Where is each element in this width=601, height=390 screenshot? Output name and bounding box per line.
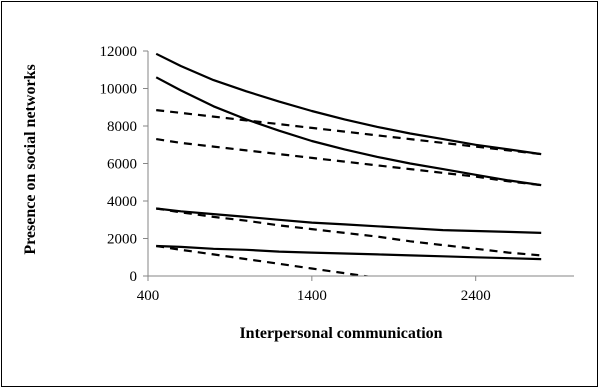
y-tick-label: 10000 [100, 82, 138, 98]
x-tick-label: 400 [137, 288, 160, 304]
y-axis-title: Presence on social networks [22, 64, 39, 254]
y-tick-label: 6000 [107, 157, 137, 173]
y-tick-labels: 0 2000 4000 6000 8000 10000 12000 [100, 44, 148, 285]
series-line-6 [156, 207, 542, 257]
x-tick-labels: 400 1400 2400 [137, 276, 491, 304]
x-tick-label: 1400 [297, 288, 327, 304]
series-line-5 [156, 207, 542, 234]
series-line-3 [156, 109, 542, 156]
y-tick-label: 0 [130, 269, 138, 285]
series-line-1 [155, 52, 542, 156]
y-tick-label: 2000 [107, 232, 137, 248]
y-tick-label: 8000 [107, 119, 137, 135]
y-tick-label: 12000 [100, 44, 138, 60]
series-line-7 [156, 244, 542, 261]
series-line-4 [156, 138, 542, 187]
y-tick-label: 4000 [107, 194, 137, 210]
series-line-2 [155, 76, 542, 187]
x-axis-title: Interpersonal communication [239, 325, 442, 342]
x-tick-label: 2400 [461, 288, 491, 304]
series-layer [155, 52, 542, 276]
series-line-8 [156, 244, 372, 276]
